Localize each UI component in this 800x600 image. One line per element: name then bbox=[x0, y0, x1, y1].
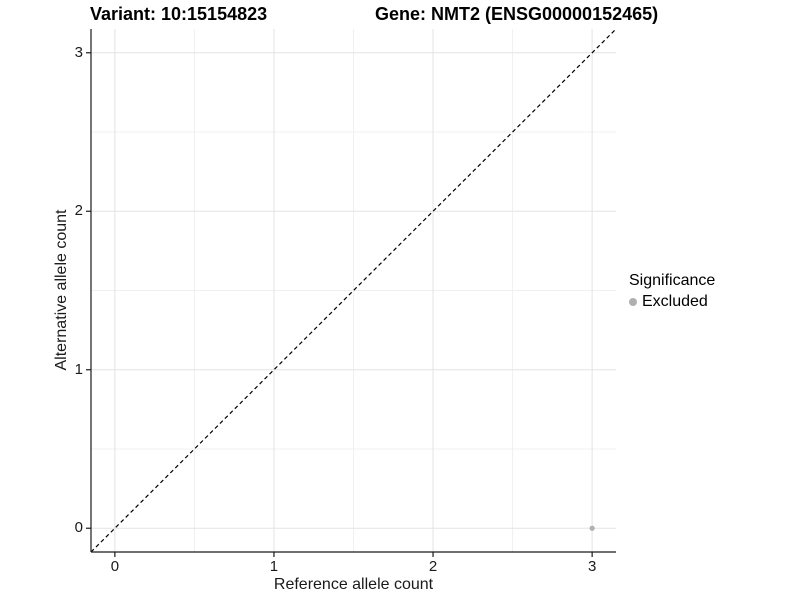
y-axis-title: Alternative allele count bbox=[53, 209, 70, 371]
legend-item-label: Excluded bbox=[642, 293, 708, 310]
x-tick-label: 2 bbox=[428, 558, 438, 575]
y-tick-label: 0 bbox=[74, 519, 83, 537]
plot-title-variant: Variant: 10:15154823 bbox=[90, 4, 268, 24]
y-tick-label: 3 bbox=[74, 43, 83, 61]
legend-point-icon bbox=[629, 298, 637, 306]
legend-title: Significance bbox=[629, 272, 716, 289]
data-point bbox=[589, 525, 595, 531]
plot-title-gene: Gene: NMT2 (ENSG00000152465) bbox=[375, 4, 659, 24]
x-tick-label: 1 bbox=[269, 558, 279, 575]
identity-reference-line bbox=[90, 28, 617, 553]
y-tick-label: 2 bbox=[74, 202, 83, 220]
y-tick-label: 1 bbox=[74, 360, 83, 378]
legend: Significance Excluded bbox=[629, 272, 715, 311]
legend-item-excluded: Excluded bbox=[629, 293, 715, 311]
x-tick-label: 0 bbox=[110, 558, 120, 575]
x-axis-title: Reference allele count bbox=[273, 576, 434, 593]
x-tick-label: 3 bbox=[587, 558, 597, 575]
